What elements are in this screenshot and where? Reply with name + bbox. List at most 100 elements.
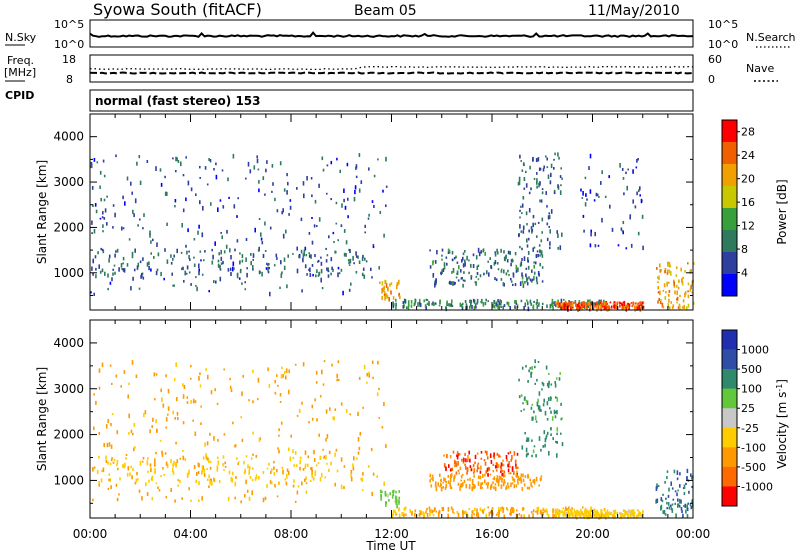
data-cell: [495, 513, 498, 516]
data-cell: [447, 480, 450, 484]
data-cell: [323, 360, 326, 363]
data-cell: [276, 495, 279, 498]
data-cell: [510, 482, 512, 488]
data-cell: [679, 472, 681, 476]
data-cell: [357, 451, 360, 455]
data-cell: [541, 254, 544, 258]
data-cell: [484, 473, 486, 477]
colorbar-tick-label: 4: [741, 267, 748, 280]
data-cell: [603, 508, 606, 511]
data-cell: [600, 307, 602, 312]
data-cell: [172, 257, 174, 261]
data-cell: [474, 303, 477, 308]
data-cell: [527, 452, 529, 456]
data-cell: [182, 455, 185, 461]
data-cell: [312, 476, 315, 481]
data-cell: [462, 511, 465, 515]
data-cell: [353, 262, 355, 265]
data-cell: [518, 395, 521, 399]
data-cell: [414, 512, 416, 517]
data-cell: [340, 268, 343, 272]
data-cell: [676, 477, 679, 481]
data-cell: [337, 239, 339, 242]
data-cell: [167, 388, 170, 394]
data-cell: [299, 460, 301, 465]
data-cell: [334, 482, 336, 487]
data-cell: [264, 496, 267, 501]
data-cell: [115, 250, 117, 253]
data-cell: [557, 301, 560, 306]
data-cell: [462, 252, 465, 256]
data-cell: [525, 365, 527, 368]
data-cell: [232, 421, 234, 425]
data-cell: [585, 512, 588, 516]
data-cell: [683, 491, 686, 496]
data-cell: [338, 272, 341, 275]
data-cell: [513, 451, 516, 456]
data-cell: [394, 509, 396, 513]
data-cell: [360, 180, 363, 184]
data-cell: [471, 480, 474, 485]
data-cell: [113, 264, 116, 267]
data-cell: [221, 169, 224, 172]
data-cell: [506, 507, 508, 510]
data-cell: [510, 508, 512, 514]
data-cell: [582, 214, 585, 218]
data-cell: [532, 222, 534, 228]
x-tick-label: 20:00: [575, 527, 610, 541]
data-cell: [134, 446, 136, 449]
data-cell: [660, 298, 662, 301]
data-cell: [122, 256, 125, 261]
data-cell: [99, 217, 102, 220]
data-cell: [156, 242, 158, 247]
data-cell: [244, 281, 246, 284]
data-cell: [122, 195, 124, 200]
data-cell: [360, 477, 362, 481]
data-cell: [447, 251, 450, 254]
data-cell: [131, 191, 133, 195]
velocity-colorbar-label: Velocity [m s-1]: [775, 379, 789, 469]
data-cell: [453, 459, 456, 465]
data-cell: [176, 459, 179, 463]
data-cell: [520, 476, 522, 480]
data-cell: [525, 267, 528, 270]
data-cell: [537, 271, 540, 276]
data-cell: [385, 502, 387, 507]
data-cell: [503, 250, 505, 254]
data-cell: [583, 229, 585, 233]
data-cell: [101, 216, 104, 219]
data-cell: [439, 485, 441, 488]
data-cell: [546, 237, 549, 242]
data-cell: [479, 475, 482, 480]
data-cell: [230, 272, 232, 276]
data-cell: [500, 302, 502, 306]
data-cell: [193, 465, 196, 470]
data-cell: [474, 454, 477, 460]
data-cell: [141, 496, 143, 501]
data-cell: [582, 513, 585, 518]
data-cell: [245, 257, 247, 262]
data-cell: [102, 467, 105, 473]
power-x-ticks: [89, 114, 694, 310]
data-cell: [485, 470, 487, 474]
data-cell: [395, 501, 397, 505]
data-cell: [473, 513, 475, 516]
data-cell: [430, 484, 433, 488]
data-cell: [345, 409, 348, 413]
data-cell: [544, 443, 546, 448]
data-cell: [380, 498, 382, 501]
data-cell: [318, 433, 320, 437]
data-cell: [447, 248, 450, 252]
data-cell: [667, 303, 670, 308]
data-cell: [524, 475, 527, 478]
data-cell: [435, 486, 438, 492]
data-cell: [349, 258, 352, 264]
data-cell: [117, 467, 119, 471]
data-cell: [434, 302, 437, 305]
data-cell: [429, 479, 431, 483]
data-cell: [183, 280, 185, 283]
data-cell: [279, 401, 282, 403]
data-cell: [435, 510, 438, 513]
data-cell: [487, 260, 489, 263]
data-cell: [464, 279, 466, 282]
